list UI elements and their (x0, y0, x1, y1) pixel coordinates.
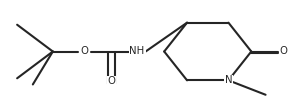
Text: O: O (107, 76, 115, 86)
Text: O: O (80, 46, 88, 57)
Text: N: N (225, 75, 232, 85)
Text: O: O (280, 46, 287, 57)
Text: NH: NH (129, 46, 145, 57)
